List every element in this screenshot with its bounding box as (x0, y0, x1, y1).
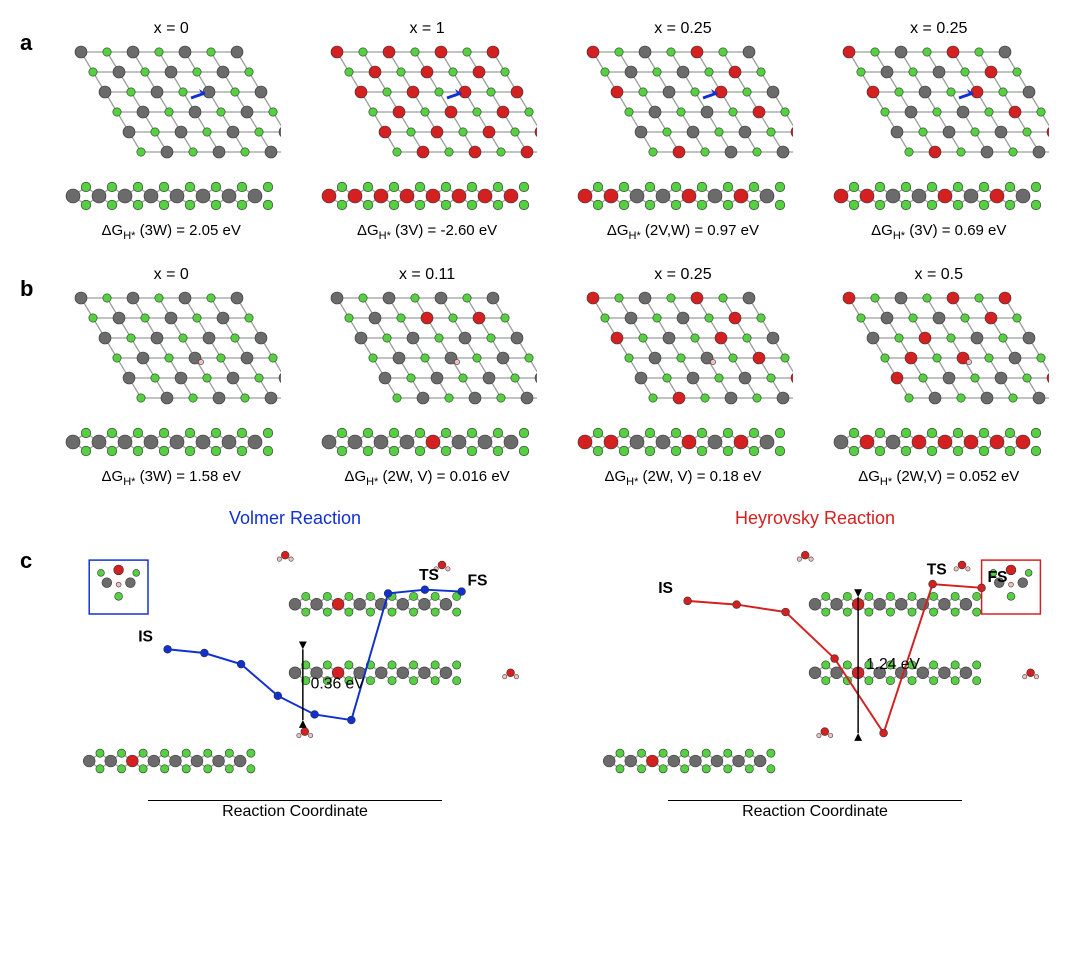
x-label: x = 0.25 (654, 266, 711, 284)
lattice-side-svg (61, 176, 281, 216)
svg-text:FS: FS (467, 573, 487, 590)
lattice-top-svg (61, 288, 281, 418)
panel-b-row: b x = 0 ΔGH* (3W) = 1.58 eV x = 0.11 ΔGH… (20, 266, 1060, 488)
lattice-top-svg (317, 288, 537, 418)
lattice-side-svg (61, 422, 281, 462)
dg-label: ΔGH* (3W) = 2.05 eV (102, 222, 241, 242)
svg-text:1.24 eV: 1.24 eV (866, 656, 921, 673)
svg-text:IS: IS (138, 628, 153, 645)
lattice-top-svg (829, 42, 1049, 172)
heyrovsky-title: Heyrovsky Reaction (570, 508, 1060, 529)
panel-c-row: c Volmer Reaction 0.36 eV IS TS FS Reaction… (20, 508, 1060, 821)
panel-a-sub-1: x = 1 ΔGH* (3V) = -2.60 eV (306, 20, 548, 242)
rc-axis (668, 800, 962, 801)
x-label: x = 0 (154, 20, 189, 38)
svg-text:FS: FS (987, 569, 1007, 586)
lattice-top-svg (317, 42, 537, 172)
rc-label: Reaction Coordinate (570, 803, 1060, 821)
svg-text:0.36 eV: 0.36 eV (311, 676, 366, 693)
panel-b-sub-1: x = 0.11 ΔGH* (2W, V) = 0.016 eV (306, 266, 548, 488)
dg-label: ΔGH* (2V,W) = 0.97 eV (607, 222, 759, 242)
panel-b-subpanels: x = 0 ΔGH* (3W) = 1.58 eV x = 0.11 ΔGH* … (50, 266, 1060, 488)
heyrovsky-reaction: Heyrovsky Reaction 1.24 eV IS TS FS Reactio… (570, 508, 1060, 821)
panel-a-subpanels: x = 0 ΔGH* (3W) = 2.05 eV x = 1 ΔGH* (3V… (50, 20, 1060, 242)
volmer-reaction: Volmer Reaction 0.36 eV IS TS FS Reaction C… (50, 508, 540, 821)
lattice-top-svg (573, 42, 793, 172)
figure: a x = 0 ΔGH* (3W) = 2.05 eV x = 1 ΔGH* (… (20, 20, 1060, 821)
lattice-top-svg (829, 288, 1049, 418)
lattice-side-svg (573, 422, 793, 462)
lattice-side-svg (573, 176, 793, 216)
rc-label: Reaction Coordinate (50, 803, 540, 821)
x-label: x = 0.11 (399, 266, 455, 284)
dg-label: ΔGH* (2W, V) = 0.18 eV (604, 468, 761, 488)
svg-text:TS: TS (419, 567, 439, 584)
dg-label: ΔGH* (2W, V) = 0.016 eV (344, 468, 509, 488)
panel-a-row: a x = 0 ΔGH* (3W) = 2.05 eV x = 1 ΔGH* (… (20, 20, 1060, 242)
panel-b-sub-2: x = 0.25 ΔGH* (2W, V) = 0.18 eV (562, 266, 804, 488)
volmer-svg: 0.36 eV IS TS FS (50, 533, 540, 793)
x-label: x = 0.25 (654, 20, 711, 38)
lattice-top-svg (61, 42, 281, 172)
dg-label: ΔGH* (3W) = 1.58 eV (102, 468, 241, 488)
svg-text:IS: IS (658, 580, 673, 597)
lattice-side-svg (317, 422, 537, 462)
panel-a-sub-2: x = 0.25 ΔGH* (2V,W) = 0.97 eV (562, 20, 804, 242)
panel-a-sub-0: x = 0 ΔGH* (3W) = 2.05 eV (50, 20, 292, 242)
x-label: x = 0.5 (915, 266, 963, 284)
panel-a-sub-3: x = 0.25 ΔGH* (3V) = 0.69 eV (818, 20, 1060, 242)
lattice-top-svg (573, 288, 793, 418)
panel-a-label: a (20, 20, 50, 56)
panel-b-sub-3: x = 0.5 ΔGH* (2W,V) = 0.052 eV (818, 266, 1060, 488)
panel-c: Volmer Reaction 0.36 eV IS TS FS Reaction C… (50, 508, 1060, 821)
lattice-side-svg (317, 176, 537, 216)
panel-b-label: b (20, 266, 50, 302)
lattice-side-svg (829, 176, 1049, 216)
x-label: x = 0 (154, 266, 189, 284)
x-label: x = 1 (409, 20, 444, 38)
x-label: x = 0.25 (910, 20, 967, 38)
lattice-side-svg (829, 422, 1049, 462)
heyrovsky-svg: 1.24 eV IS TS FS (570, 533, 1060, 793)
svg-text:TS: TS (927, 561, 947, 578)
volmer-title: Volmer Reaction (50, 508, 540, 529)
dg-label: ΔGH* (3V) = 0.69 eV (871, 222, 1006, 242)
dg-label: ΔGH* (3V) = -2.60 eV (357, 222, 497, 242)
rc-axis (148, 800, 442, 801)
dg-label: ΔGH* (2W,V) = 0.052 eV (858, 468, 1019, 488)
panel-b-sub-0: x = 0 ΔGH* (3W) = 1.58 eV (50, 266, 292, 488)
panel-c-label: c (20, 508, 50, 574)
